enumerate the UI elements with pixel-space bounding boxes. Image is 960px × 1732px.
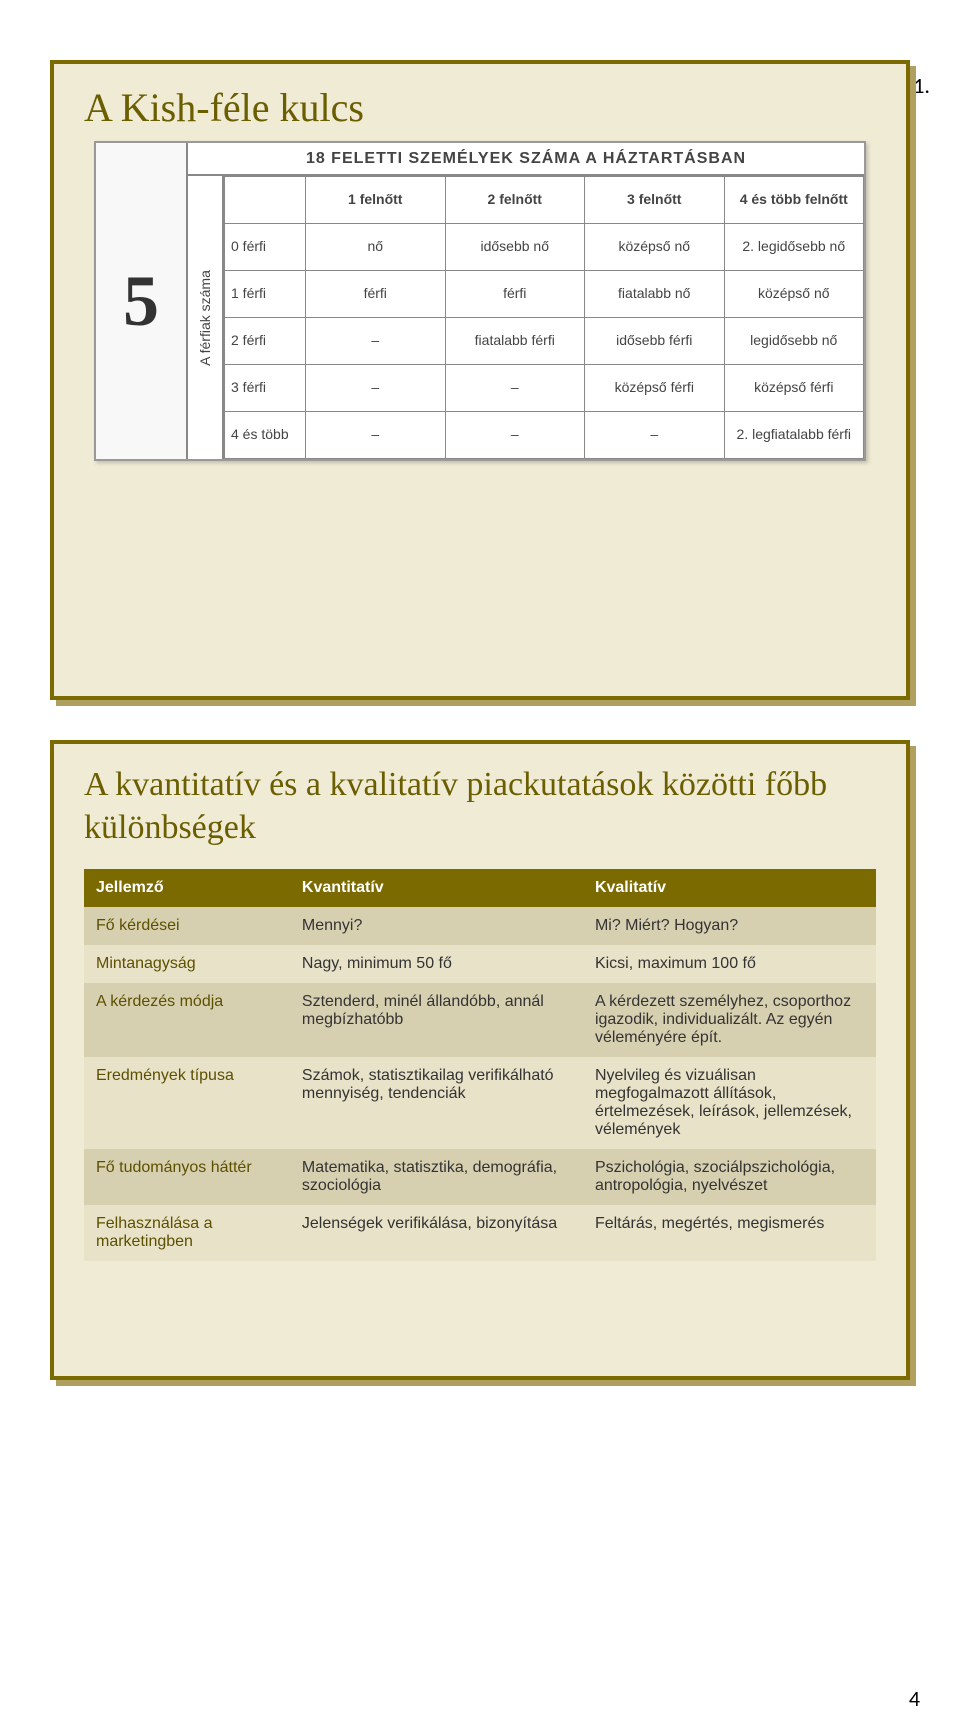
comp-row: Fő kérdései Mennyi? Mi? Miért? Hogyan?	[84, 907, 876, 945]
kish-grid-area: A férfiak száma 1 felnőtt 2 felnőtt 3 fe…	[188, 176, 864, 459]
kish-row-head: 3 férfi	[225, 365, 306, 412]
comp-tbody: Fő kérdései Mennyi? Mi? Miért? Hogyan? M…	[84, 907, 876, 1261]
comp-cell-feature: Fő kérdései	[84, 907, 290, 945]
comp-cell-quant: Jelenségek verifikálása, bizonyítása	[290, 1205, 583, 1261]
kish-cell: férfi	[306, 271, 446, 318]
kish-row: 1 férfi férfi férfi fiatalabb nő középső…	[225, 271, 864, 318]
kish-cell: középső nő	[585, 224, 725, 271]
kish-big-number: 5	[96, 143, 188, 459]
kish-right: 18 FELETTI SZEMÉLYEK SZÁMA A HÁZTARTÁSBA…	[188, 143, 864, 459]
comp-row: Felhasználása a marketingben Jelenségek …	[84, 1205, 876, 1261]
comp-cell-qual: Nyelvileg és vizuálisan megfogalmazott á…	[583, 1057, 876, 1149]
kish-row-head: 1 férfi	[225, 271, 306, 318]
kish-tbody: 0 férfi nő idősebb nő középső nő 2. legi…	[225, 224, 864, 459]
kish-table-wrap: 5 18 FELETTI SZEMÉLYEK SZÁMA A HÁZTARTÁS…	[94, 141, 866, 461]
kish-row-head: 0 férfi	[225, 224, 306, 271]
kish-col-header: 2 felnőtt	[445, 177, 585, 224]
kish-cell: középső nő	[724, 271, 864, 318]
kish-row: 2 férfi – fiatalabb férfi idősebb férfi …	[225, 318, 864, 365]
page-number: 4	[909, 1685, 920, 1712]
kish-header-row: 1 felnőtt 2 felnőtt 3 felnőtt 4 és több …	[225, 177, 864, 224]
comp-cell-feature: Fő tudományos háttér	[84, 1149, 290, 1205]
kish-side-label-text: A férfiak száma	[197, 270, 213, 366]
kish-cell: férfi	[445, 271, 585, 318]
comp-row: Eredmények típusa Számok, statisztikaila…	[84, 1057, 876, 1149]
comp-cell-feature: A kérdezés módja	[84, 983, 290, 1057]
comp-cell-qual: Pszichológia, szociálpszichológia, antro…	[583, 1149, 876, 1205]
comparison-table-wrap: Jellemző Kvantitatív Kvalitatív Fő kérdé…	[84, 869, 876, 1261]
comp-cell-qual: A kérdezett személyhez, csoporthoz igazo…	[583, 983, 876, 1057]
comp-cell-feature: Felhasználása a marketingben	[84, 1205, 290, 1261]
comp-cell-quant: Sztenderd, minél állandóbb, annál megbíz…	[290, 983, 583, 1057]
comp-header-row: Jellemző Kvantitatív Kvalitatív	[84, 869, 876, 907]
comp-cell-quant: Mennyi?	[290, 907, 583, 945]
comp-cell-feature: Eredmények típusa	[84, 1057, 290, 1149]
comp-row: Fő tudományos háttér Matematika, statisz…	[84, 1149, 876, 1205]
kish-col-header: 3 felnőtt	[585, 177, 725, 224]
kish-cell: nő	[306, 224, 446, 271]
kish-cell: legidősebb nő	[724, 318, 864, 365]
comp-row: Mintanagyság Nagy, minimum 50 fő Kicsi, …	[84, 945, 876, 983]
comp-cell-qual: Mi? Miért? Hogyan?	[583, 907, 876, 945]
kish-row: 0 férfi nő idősebb nő középső nő 2. legi…	[225, 224, 864, 271]
kish-cell: idősebb férfi	[585, 318, 725, 365]
comp-cell-feature: Mintanagyság	[84, 945, 290, 983]
slide-title-kish: A Kish-féle kulcs	[84, 84, 876, 131]
kish-cell: –	[306, 365, 446, 412]
comp-cell-quant: Matematika, statisztika, demográfia, szo…	[290, 1149, 583, 1205]
kish-row-head: 4 és több	[225, 412, 306, 459]
comp-cell-quant: Nagy, minimum 50 fő	[290, 945, 583, 983]
kish-cell: fiatalabb férfi	[445, 318, 585, 365]
kish-cell: –	[306, 318, 446, 365]
kish-cell: fiatalabb nő	[585, 271, 725, 318]
comp-col-header: Kvantitatív	[290, 869, 583, 907]
kish-side-label: A férfiak száma	[188, 176, 224, 459]
comp-cell-quant: Számok, statisztikailag verifikálható me…	[290, 1057, 583, 1149]
kish-cell: középső férfi	[585, 365, 725, 412]
kish-col-header: 1 felnőtt	[306, 177, 446, 224]
kish-header-spacer	[225, 177, 306, 224]
kish-row: 3 férfi – – középső férfi középső férfi	[225, 365, 864, 412]
kish-cell: középső férfi	[724, 365, 864, 412]
slide-title-comparison: A kvantitatív és a kvalitatív piackutatá…	[84, 764, 876, 849]
comparison-table: Jellemző Kvantitatív Kvalitatív Fő kérdé…	[84, 869, 876, 1261]
kish-cell: 2. legfiatalabb férfi	[724, 412, 864, 459]
kish-row-head: 2 férfi	[225, 318, 306, 365]
kish-cell: –	[445, 365, 585, 412]
kish-cell: –	[445, 412, 585, 459]
kish-cell: –	[306, 412, 446, 459]
slide-kish: A Kish-féle kulcs 5 18 FELETTI SZEMÉLYEK…	[50, 60, 910, 700]
comp-cell-qual: Feltárás, megértés, megismerés	[583, 1205, 876, 1261]
comp-row: A kérdezés módja Sztenderd, minél álland…	[84, 983, 876, 1057]
kish-cell: 2. legidősebb nő	[724, 224, 864, 271]
comp-col-header: Jellemző	[84, 869, 290, 907]
kish-cell: –	[585, 412, 725, 459]
comp-col-header: Kvalitatív	[583, 869, 876, 907]
kish-col-header: 4 és több felnőtt	[724, 177, 864, 224]
kish-cell: idősebb nő	[445, 224, 585, 271]
slide-comparison: A kvantitatív és a kvalitatív piackutatá…	[50, 740, 910, 1380]
comp-cell-qual: Kicsi, maximum 100 fő	[583, 945, 876, 983]
kish-table: 1 felnőtt 2 felnőtt 3 felnőtt 4 és több …	[224, 176, 864, 459]
kish-row: 4 és több – – – 2. legfiatalabb férfi	[225, 412, 864, 459]
kish-top-title: 18 FELETTI SZEMÉLYEK SZÁMA A HÁZTARTÁSBA…	[188, 143, 864, 176]
page: 2014.10.31. A Kish-féle kulcs 5 18 FELET…	[0, 60, 960, 1732]
